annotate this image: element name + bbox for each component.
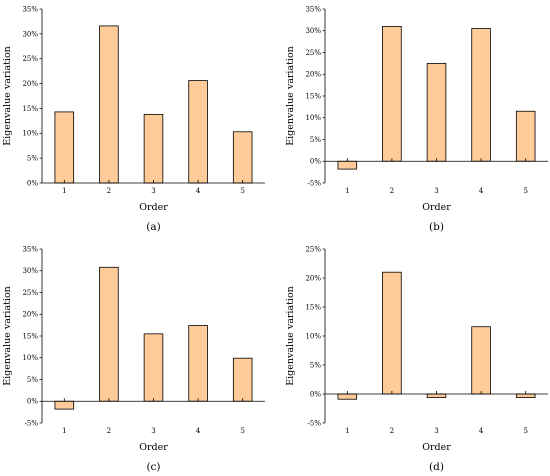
bar-1 xyxy=(337,393,358,400)
x-tick-label: 5 xyxy=(240,187,244,195)
x-tick-label: 2 xyxy=(107,187,111,195)
y-tick-label: 15% xyxy=(22,105,38,113)
y-axis-label: Eigenvalue variation xyxy=(2,286,13,386)
y-axis-label: Eigenvalue variation xyxy=(285,286,296,386)
panel-caption: (b) xyxy=(429,221,444,233)
y-tick-label: 30% xyxy=(22,267,38,275)
x-tick-label: 2 xyxy=(390,187,394,195)
bar-4 xyxy=(471,326,491,395)
y-tick-label: 15% xyxy=(22,332,38,340)
panel-caption: (a) xyxy=(146,221,160,233)
x-tick-label: 2 xyxy=(390,427,394,435)
y-tick-label: 10% xyxy=(22,354,38,362)
chart-panel-b: -5% 0% 5% 10% 15% 20% 25% 30% 35% 1 2 3 4 5 Order Eigen… xyxy=(285,5,548,233)
bar-2 xyxy=(382,25,402,162)
y-tick-label: 10% xyxy=(305,332,321,340)
y-tick-label: 0% xyxy=(310,158,321,166)
y-tick-label: 25% xyxy=(22,55,38,63)
x-tick-label: 1 xyxy=(345,187,349,195)
x-tick-label: 4 xyxy=(196,427,201,435)
bar-5 xyxy=(232,357,253,402)
x-tick-label: 3 xyxy=(434,187,438,195)
x-tick-label: 4 xyxy=(196,187,201,195)
y-tick-label: 10% xyxy=(305,114,321,122)
y-axis-label: Eigenvalue variation xyxy=(285,46,296,146)
y-tick-label: -5% xyxy=(308,419,322,427)
bar-4 xyxy=(471,28,491,162)
chart-panel-c: -5% 0% 5% 10% 15% 20% 25% 30% 35% 1 2 3 4 5 Order Eigen… xyxy=(2,245,265,473)
bar-5 xyxy=(515,393,536,398)
x-tick-label: 5 xyxy=(523,427,527,435)
chart-panel-d: -5% 0% 5% 10% 15% 20% 25% 1 2 3 4 5 Order Eigenvalue … xyxy=(285,245,548,473)
y-tick-label: 20% xyxy=(305,71,321,79)
x-tick-label: 3 xyxy=(151,427,155,435)
bar-3 xyxy=(143,113,164,184)
y-tick-label: 30% xyxy=(305,27,321,35)
x-tick-label: 4 xyxy=(479,187,484,195)
y-tick-label: 15% xyxy=(305,92,321,100)
bar-2 xyxy=(382,271,402,395)
panel-caption: (d) xyxy=(429,461,444,473)
bar-1 xyxy=(54,111,75,184)
x-tick-label: 2 xyxy=(107,427,111,435)
bar-3 xyxy=(143,333,164,402)
x-axis-label: Order xyxy=(422,202,451,213)
y-tick-label: 15% xyxy=(305,303,321,311)
x-tick-label: 5 xyxy=(240,427,244,435)
y-tick-label: 35% xyxy=(305,5,321,13)
y-tick-label: 35% xyxy=(22,5,38,13)
y-tick-label: 0% xyxy=(27,398,38,406)
y-tick-label: 20% xyxy=(305,274,321,282)
bar-5 xyxy=(515,110,536,162)
bar-4 xyxy=(188,80,208,184)
bar-3 xyxy=(426,62,447,162)
x-tick-label: 3 xyxy=(434,427,438,435)
x-axis-label: Order xyxy=(139,202,168,213)
x-axis-label: Order xyxy=(139,442,168,453)
y-tick-label: 5% xyxy=(310,136,321,144)
bar-1 xyxy=(54,400,75,410)
y-tick-label: 20% xyxy=(22,311,38,319)
x-tick-label: 1 xyxy=(62,187,66,195)
bar-2 xyxy=(99,25,119,184)
y-tick-label: 10% xyxy=(22,130,38,138)
bar-5 xyxy=(232,131,253,184)
y-tick-label: 30% xyxy=(22,30,38,38)
y-tick-label: 0% xyxy=(27,179,38,187)
bar-2 xyxy=(99,266,119,402)
x-tick-label: 1 xyxy=(62,427,66,435)
chart-panel-a: 0% 5% 10% 15% 20% 25% 30% 35% 1 2 3 4 5 Order Eigenval… xyxy=(2,5,265,233)
y-tick-label: 5% xyxy=(27,376,38,384)
y-tick-label: 35% xyxy=(22,245,38,253)
y-tick-label: 20% xyxy=(22,80,38,88)
x-tick-label: 5 xyxy=(523,187,527,195)
y-tick-label: 5% xyxy=(310,361,321,369)
y-tick-label: 25% xyxy=(22,289,38,297)
bar-3 xyxy=(426,393,447,398)
y-tick-label: -5% xyxy=(308,179,322,187)
y-tick-label: 0% xyxy=(310,390,321,398)
panel-caption: (c) xyxy=(146,461,160,473)
y-axis-label: Eigenvalue variation xyxy=(2,46,13,146)
y-tick-label: 5% xyxy=(27,155,38,163)
x-tick-label: 1 xyxy=(345,427,349,435)
y-tick-label: -5% xyxy=(25,419,39,427)
x-tick-label: 3 xyxy=(151,187,155,195)
bar-1 xyxy=(337,160,358,170)
bar-4 xyxy=(188,325,208,402)
x-tick-label: 4 xyxy=(479,427,484,435)
y-tick-label: 25% xyxy=(305,245,321,253)
y-tick-label: 25% xyxy=(305,49,321,57)
x-axis-label: Order xyxy=(422,442,451,453)
